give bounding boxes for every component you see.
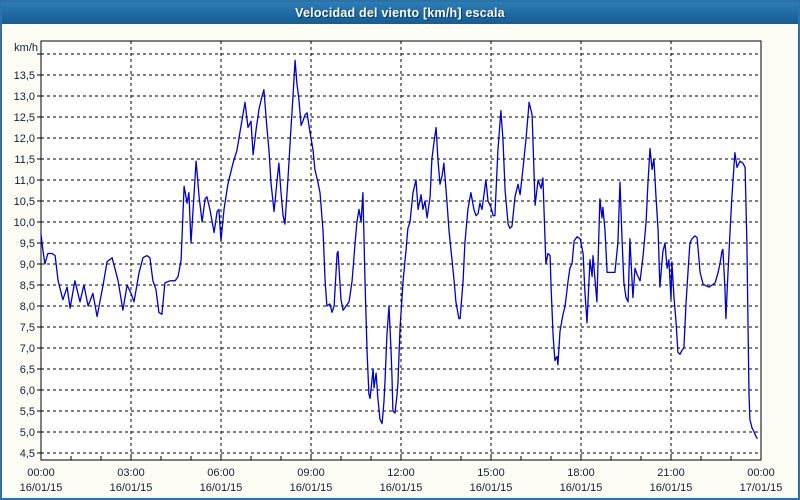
svg-text:6,0: 6,0 [20,385,35,397]
x-tick-time: 21:00 [657,467,685,479]
grid [41,41,761,460]
x-tick-date: 16/01/15 [20,482,63,494]
x-tick-date: 16/01/15 [290,482,333,494]
x-tick-date: 16/01/15 [110,482,153,494]
svg-text:5,5: 5,5 [20,406,35,418]
x-tick-time: 06:00 [207,467,235,479]
x-axis-labels: 00:00 16/01/15 03:00 16/01/15 06:00 16/01/15 0… [20,467,783,494]
svg-text:5,0: 5,0 [20,427,35,439]
svg-text:12,0: 12,0 [14,133,35,145]
axis-ticks [37,53,762,460]
x-tick-time: 03:00 [117,467,145,479]
svg-text:13,0: 13,0 [14,91,35,103]
x-tick-time: 18:00 [567,467,595,479]
x-tick-date: 17/01/15 [740,482,783,494]
x-tick-time: 12:00 [387,467,415,479]
svg-text:4,5: 4,5 [20,448,35,460]
wind-speed-series-line [40,59,758,439]
x-tick-time: 00:00 [747,467,775,479]
svg-text:8,5: 8,5 [20,280,35,292]
title-bar: Velocidad del viento [km/h] escala [2,2,798,25]
svg-text:9,0: 9,0 [20,259,35,271]
x-tick-date: 16/01/15 [650,482,693,494]
x-tick-time: 15:00 [477,467,505,479]
svg-text:12,5: 12,5 [14,112,35,124]
svg-text:11,5: 11,5 [14,154,35,166]
svg-text:10,0: 10,0 [14,217,35,229]
svg-text:11,0: 11,0 [14,175,35,187]
svg-text:7,5: 7,5 [20,322,35,334]
y-axis-labels: 13,5 13,0 12,5 12,0 11,5 11,0 10,5 10,0 9,5 9,0 8,… [14,70,35,460]
x-tick-date: 16/01/15 [560,482,603,494]
svg-text:8,0: 8,0 [20,301,35,313]
x-tick-date: 16/01/15 [380,482,423,494]
chart-title: Velocidad del viento [km/h] escala [295,6,505,20]
x-tick-time: 09:00 [297,467,325,479]
svg-text:6,5: 6,5 [20,364,35,376]
x-tick-time: 00:00 [27,467,55,479]
svg-text:9,5: 9,5 [20,238,35,250]
y-unit-label: km/h [14,42,38,54]
x-tick-date: 16/01/15 [470,482,513,494]
svg-text:13,5: 13,5 [14,70,35,82]
svg-text:10,5: 10,5 [14,196,35,208]
x-tick-date: 16/01/15 [200,482,243,494]
svg-text:7,0: 7,0 [20,343,35,355]
